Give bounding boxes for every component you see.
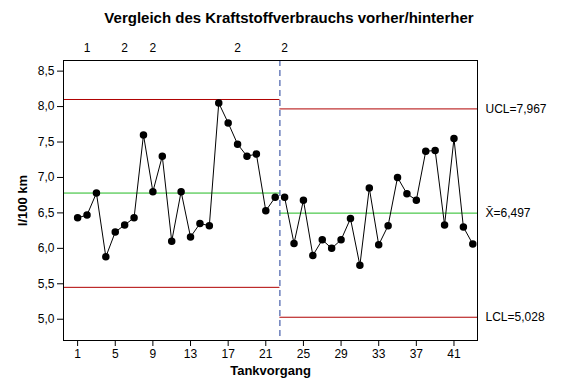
svg-text:l/100 km: l/100 km (15, 175, 30, 226)
svg-text:25: 25 (297, 347, 311, 361)
svg-text:13: 13 (184, 347, 198, 361)
svg-text:33: 33 (372, 347, 386, 361)
svg-text:5,5: 5,5 (38, 277, 55, 291)
svg-text:9: 9 (150, 347, 157, 361)
svg-text:LCL=5,028: LCL=5,028 (486, 310, 545, 324)
svg-text:2: 2 (121, 41, 128, 55)
svg-text:21: 21 (259, 347, 273, 361)
svg-text:6,0: 6,0 (38, 241, 55, 255)
svg-text:5: 5 (112, 347, 119, 361)
svg-text:37: 37 (410, 347, 424, 361)
svg-text:7,0: 7,0 (38, 170, 55, 184)
svg-text:8,5: 8,5 (38, 64, 55, 78)
svg-text:5,0: 5,0 (38, 312, 55, 326)
svg-text:29: 29 (334, 347, 348, 361)
svg-text:UCL=7,967: UCL=7,967 (486, 102, 547, 116)
svg-text:2: 2 (150, 41, 157, 55)
svg-text:Tankvorgang: Tankvorgang (230, 363, 311, 378)
svg-text:6,5: 6,5 (38, 206, 55, 220)
svg-text:1: 1 (84, 41, 91, 55)
svg-text:X̄=6,497: X̄=6,497 (486, 206, 531, 220)
html-text:Vergleich des Kraftstoffverbra: Vergleich des Kraftstoffverbrauchs vorhe… (104, 9, 474, 26)
svg-text:1: 1 (74, 347, 81, 361)
svg-text:2: 2 (281, 41, 288, 55)
svg-text:41: 41 (447, 347, 461, 361)
svg-text:2: 2 (234, 41, 241, 55)
svg-text:8,0: 8,0 (38, 99, 55, 113)
svg-text:17: 17 (221, 347, 235, 361)
svg-text:7,5: 7,5 (38, 135, 55, 149)
